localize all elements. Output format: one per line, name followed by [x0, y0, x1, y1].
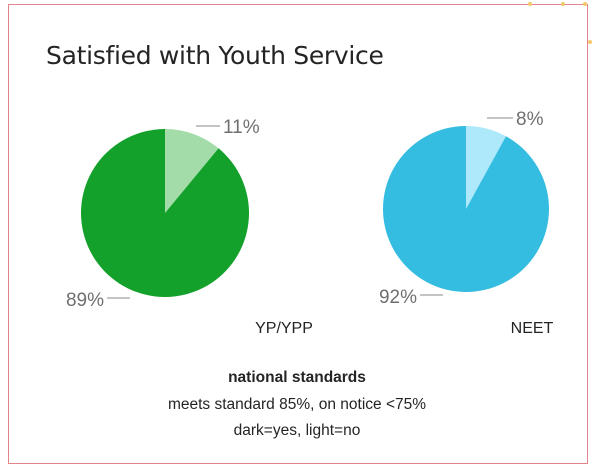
pie-chart-neet: 8% 92% — [379, 109, 549, 308]
pie-label-neet: NEET — [511, 320, 554, 337]
resize-handle-right[interactable] — [588, 40, 592, 44]
data-label-no: 11% — [223, 117, 260, 138]
resize-handle-top-1[interactable] — [528, 2, 532, 6]
resize-handle-top-3[interactable] — [583, 2, 587, 6]
data-label-yes: 89% — [66, 290, 104, 311]
resize-handle-top-2[interactable] — [561, 2, 565, 6]
pie-charts: 11% 89% 8% 92% YP/YPP NEET — [66, 109, 554, 337]
pie-slice-no[interactable] — [466, 126, 506, 209]
standards-heading: national standards — [228, 369, 366, 386]
standards-text: meets standard 85%, on notice <75% — [167, 396, 427, 413]
chart-title: Satisfied with Youth Service — [46, 41, 384, 70]
pie-slice-yes[interactable] — [80, 129, 249, 297]
pie-slice-yes[interactable] — [382, 125, 549, 292]
data-label-yes: 92% — [379, 287, 417, 308]
color-key-text: dark=yes, light=no — [233, 422, 361, 439]
pie-chart-yp-ypp: 11% 89% — [66, 117, 260, 311]
pie-label-yp-ypp: YP/YPP — [255, 320, 313, 337]
pie-slice-no[interactable] — [165, 129, 219, 213]
data-label-no: 8% — [516, 109, 544, 130]
